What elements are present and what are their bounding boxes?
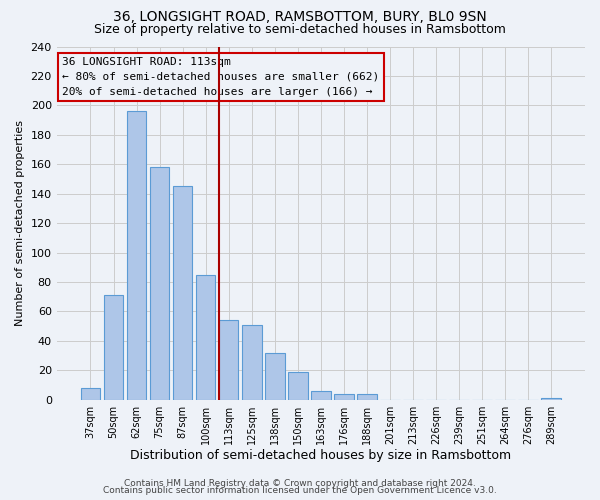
Bar <box>150 167 169 400</box>
Bar <box>311 391 331 400</box>
Bar <box>219 320 238 400</box>
Text: Contains HM Land Registry data © Crown copyright and database right 2024.: Contains HM Land Registry data © Crown c… <box>124 478 476 488</box>
Bar <box>288 372 308 400</box>
Bar <box>80 388 100 400</box>
Text: Size of property relative to semi-detached houses in Ramsbottom: Size of property relative to semi-detach… <box>94 22 506 36</box>
X-axis label: Distribution of semi-detached houses by size in Ramsbottom: Distribution of semi-detached houses by … <box>130 450 511 462</box>
Y-axis label: Number of semi-detached properties: Number of semi-detached properties <box>15 120 25 326</box>
Text: 36, LONGSIGHT ROAD, RAMSBOTTOM, BURY, BL0 9SN: 36, LONGSIGHT ROAD, RAMSBOTTOM, BURY, BL… <box>113 10 487 24</box>
Text: 36 LONGSIGHT ROAD: 113sqm
← 80% of semi-detached houses are smaller (662)
20% of: 36 LONGSIGHT ROAD: 113sqm ← 80% of semi-… <box>62 57 379 96</box>
Bar <box>541 398 561 400</box>
Bar <box>334 394 353 400</box>
Bar <box>265 352 284 400</box>
Bar <box>104 295 123 400</box>
Bar <box>357 394 377 400</box>
Bar <box>242 324 262 400</box>
Bar <box>173 186 193 400</box>
Bar <box>196 274 215 400</box>
Text: Contains public sector information licensed under the Open Government Licence v3: Contains public sector information licen… <box>103 486 497 495</box>
Bar <box>127 112 146 400</box>
